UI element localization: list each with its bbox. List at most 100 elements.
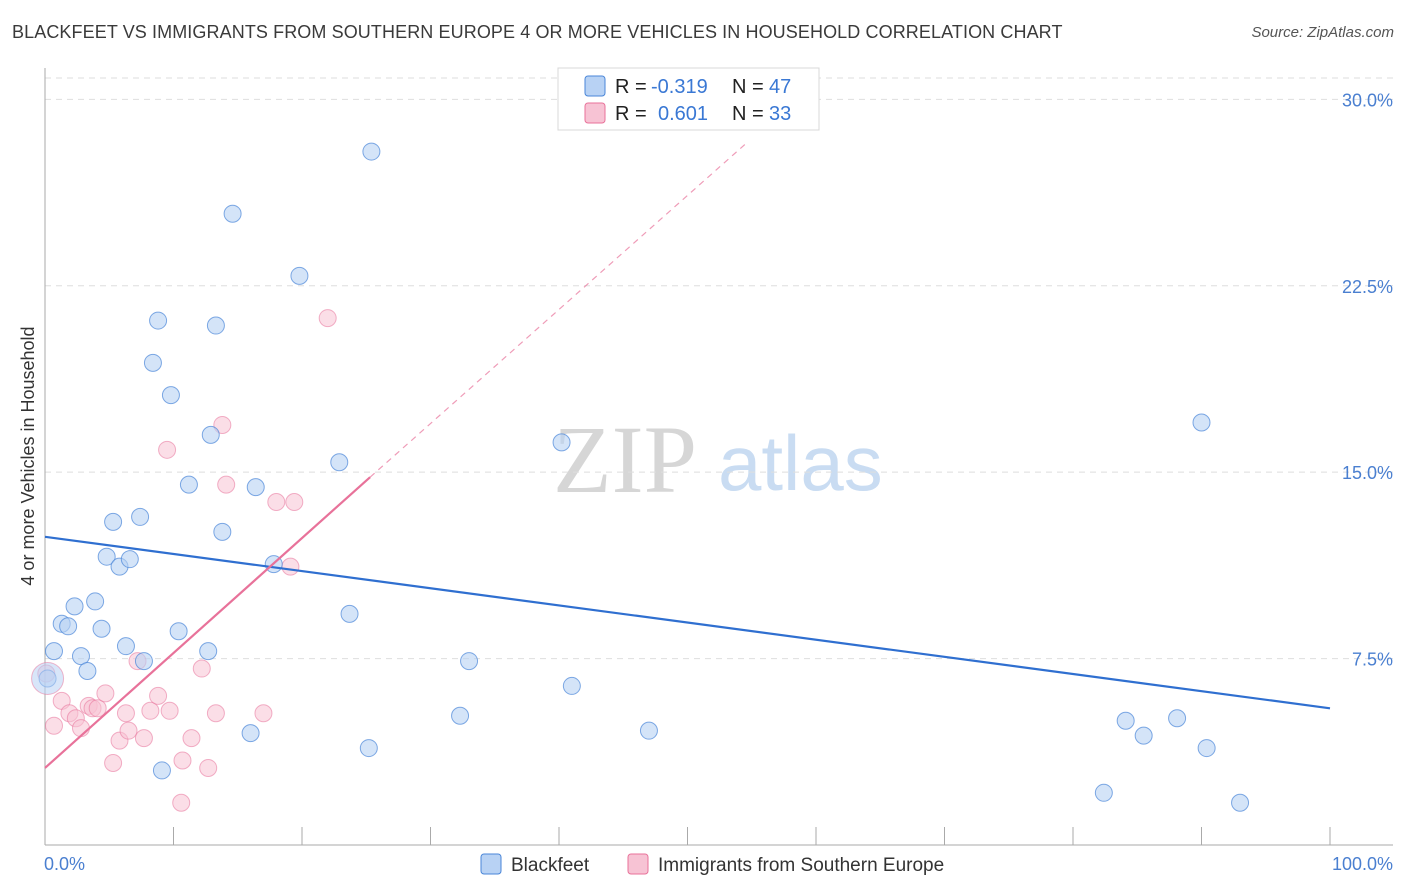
legend-r-value-blackfeet: -0.319 xyxy=(651,76,708,98)
series-legend: Blackfeet Immigrants from Southern Europ… xyxy=(480,853,944,876)
data-point-blackfeet xyxy=(552,433,571,452)
data-point-blackfeet xyxy=(340,604,359,623)
data-point-blackfeet xyxy=(639,721,658,740)
legend-n-label-immigrants: N = xyxy=(732,103,764,125)
data-point-immigrants xyxy=(285,493,304,512)
data-point-immigrants xyxy=(173,751,192,770)
data-point-immigrants xyxy=(199,758,218,777)
legend-swatch-blackfeet xyxy=(584,75,606,97)
data-point-blackfeet xyxy=(1168,709,1187,728)
y-tick-label: 22.5% xyxy=(1342,277,1393,297)
data-point-blackfeet xyxy=(161,386,180,405)
data-point-blackfeet xyxy=(149,311,168,330)
data-point-blackfeet xyxy=(1197,739,1216,758)
data-point-blackfeet xyxy=(86,592,105,611)
data-point-immigrants xyxy=(281,557,300,576)
data-point-immigrants xyxy=(267,493,286,512)
series-immigrants-southern-europe xyxy=(37,309,337,812)
data-point-blackfeet xyxy=(44,642,63,661)
series-blackfeet xyxy=(31,142,1250,812)
y-tick-label: 15.0% xyxy=(1342,463,1393,483)
trend-line-immigrants xyxy=(44,476,371,769)
x-axis-ticks xyxy=(173,827,1331,845)
data-point-blackfeet xyxy=(59,617,78,636)
legend-swatch-immigrants xyxy=(584,102,606,124)
x-tick-label-max: 100.0% xyxy=(1332,854,1393,874)
data-point-blackfeet xyxy=(1094,783,1113,802)
data-point-immigrants xyxy=(44,716,63,735)
data-point-blackfeet xyxy=(179,475,198,494)
data-point-immigrants xyxy=(158,440,177,459)
data-point-blackfeet xyxy=(223,204,242,223)
data-point-blackfeet xyxy=(169,622,188,641)
data-point-blackfeet xyxy=(460,652,479,671)
data-point-immigrants xyxy=(96,684,115,703)
data-point-immigrants xyxy=(192,659,211,678)
chart-title: BLACKFEET VS IMMIGRANTS FROM SOUTHERN EU… xyxy=(12,22,1063,42)
axes xyxy=(44,68,1393,846)
data-point-blackfeet xyxy=(152,761,171,780)
trend-lines xyxy=(44,143,1331,769)
data-point-blackfeet xyxy=(206,316,225,335)
y-tick-label: 30.0% xyxy=(1342,90,1393,110)
data-point-immigrants xyxy=(206,704,225,723)
legend-r-label-blackfeet: R = xyxy=(615,76,647,98)
y-axis-label: 4 or more Vehicles in Household xyxy=(18,326,38,585)
data-point-blackfeet xyxy=(199,642,218,661)
data-point-blackfeet xyxy=(97,547,116,566)
data-point-immigrants xyxy=(213,415,232,434)
data-point-immigrants xyxy=(254,704,273,723)
data-point-immigrants xyxy=(182,729,201,748)
data-point-blackfeet xyxy=(330,453,349,472)
data-point-immigrants xyxy=(71,719,90,738)
data-point-blackfeet xyxy=(116,637,135,656)
data-point-blackfeet xyxy=(143,353,162,372)
data-point-immigrants xyxy=(149,686,168,705)
data-point-blackfeet xyxy=(362,142,381,161)
data-point-immigrants xyxy=(134,729,153,748)
data-point-blackfeet xyxy=(92,619,111,638)
data-point-blackfeet xyxy=(1231,793,1250,812)
x-tick-label-min: 0.0% xyxy=(44,854,85,874)
trend-line-blackfeet xyxy=(44,535,1331,710)
data-point-immigrants xyxy=(318,309,337,328)
legend-n-value-blackfeet: 47 xyxy=(769,76,791,98)
data-point-blackfeet xyxy=(290,266,309,285)
legend-r-label-immigrants: R = xyxy=(615,103,647,125)
data-point-blackfeet xyxy=(65,597,84,616)
data-point-blackfeet xyxy=(246,478,265,497)
data-point-immigrants xyxy=(104,753,123,772)
data-point-blackfeet xyxy=(104,512,123,531)
data-point-immigrants xyxy=(172,793,191,812)
data-point-blackfeet xyxy=(451,706,470,725)
correlation-legend: R = -0.319 N = 47 R = 0.601 N = 33 xyxy=(557,67,820,131)
trend-extension-immigrants xyxy=(369,143,746,478)
data-point-blackfeet xyxy=(1116,711,1135,730)
data-point-blackfeet xyxy=(1192,413,1211,432)
data-point-blackfeet xyxy=(120,550,139,569)
y-axis-tick-labels: 7.5% 15.0% 22.5% 30.0% xyxy=(1342,90,1393,669)
data-point-blackfeet xyxy=(134,652,153,671)
data-point-blackfeet xyxy=(213,522,232,541)
data-point-immigrants xyxy=(119,721,138,740)
data-point-cluster xyxy=(31,661,65,695)
data-point-blackfeet xyxy=(71,647,90,666)
bottom-legend-label-blackfeet: Blackfeet xyxy=(511,855,590,876)
bottom-legend-swatch-immigrants xyxy=(627,853,649,875)
data-point-blackfeet xyxy=(241,724,260,743)
legend-r-value-immigrants: 0.601 xyxy=(658,103,708,125)
watermark-atlas: atlas xyxy=(718,419,883,507)
source-label: Source: ZipAtlas.com xyxy=(1251,24,1394,41)
data-point-blackfeet xyxy=(359,739,378,758)
gridlines xyxy=(45,77,1393,660)
data-point-immigrants xyxy=(116,704,135,723)
bottom-legend-label-immigrants: Immigrants from Southern Europe xyxy=(658,855,944,876)
data-point-blackfeet xyxy=(562,676,581,695)
data-point-blackfeet xyxy=(201,425,220,444)
data-point-immigrants xyxy=(141,701,160,720)
data-point-immigrants xyxy=(217,475,236,494)
watermark-zip: ZIP xyxy=(553,406,697,513)
legend-n-value-immigrants: 33 xyxy=(769,103,791,125)
y-tick-label: 7.5% xyxy=(1352,650,1393,670)
